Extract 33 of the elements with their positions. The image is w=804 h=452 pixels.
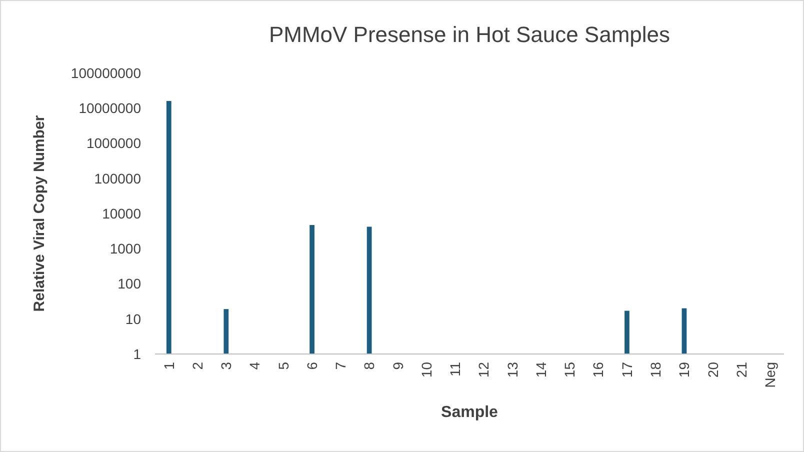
x-tick-label: 6 bbox=[304, 362, 320, 370]
y-tick-label: 100000 bbox=[94, 170, 142, 186]
x-tick-label: 5 bbox=[275, 362, 292, 370]
y-tick-label: 100000000 bbox=[70, 64, 142, 81]
y-tick-label: 1000000 bbox=[86, 135, 142, 152]
x-tick-label: 20 bbox=[704, 362, 721, 378]
x-tick-label: 10 bbox=[418, 362, 434, 378]
x-tick-label: 1 bbox=[160, 362, 177, 370]
x-tick-label: 15 bbox=[562, 362, 578, 378]
x-axis-title: Sample bbox=[441, 404, 498, 421]
y-tick-label: 100 bbox=[118, 276, 142, 292]
x-tick-label: 8 bbox=[361, 362, 378, 370]
y-tick-label: 1000 bbox=[110, 240, 142, 257]
x-tick-label: 9 bbox=[390, 362, 406, 370]
x-tick-label: 4 bbox=[246, 362, 263, 370]
x-tick-label: Neg bbox=[762, 362, 778, 388]
y-tick-label: 10 bbox=[125, 310, 142, 327]
x-tick-label: 7 bbox=[332, 362, 349, 370]
y-tick-label: 10000000 bbox=[78, 100, 142, 116]
y-axis-title: Relative Viral Copy Number bbox=[31, 115, 48, 312]
x-tick-label: 17 bbox=[618, 362, 635, 378]
x-tick-label: 2 bbox=[189, 362, 206, 370]
x-tick-label: 13 bbox=[504, 362, 520, 378]
x-tick-label: 21 bbox=[733, 362, 750, 378]
x-tick-label: 18 bbox=[647, 362, 664, 378]
x-tick-label: 16 bbox=[590, 362, 606, 378]
chart-title: PMMoV Presense in Hot Sauce Samples bbox=[268, 22, 670, 47]
x-tick-label: 11 bbox=[447, 362, 464, 377]
x-tick-label: 14 bbox=[532, 362, 549, 378]
x-tick-label: 19 bbox=[676, 362, 692, 378]
x-tick-label: 3 bbox=[218, 362, 234, 370]
x-tick-label: 12 bbox=[476, 362, 492, 378]
y-tick-label: 10000 bbox=[102, 205, 142, 222]
